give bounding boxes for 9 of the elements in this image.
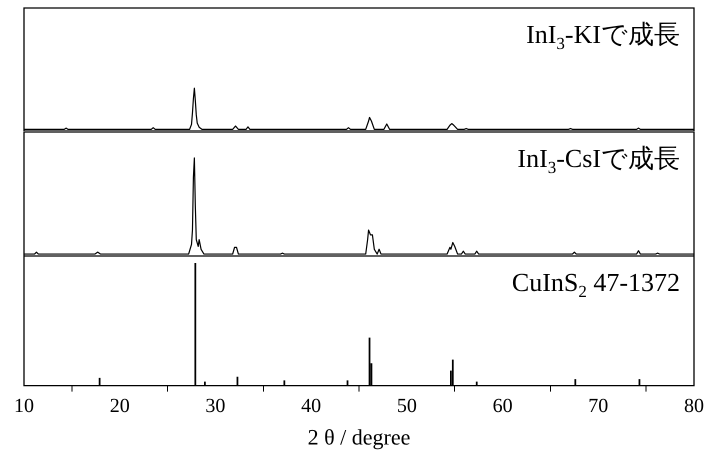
x-tick-label: 10 [14, 394, 34, 417]
x-tick-label: 40 [301, 394, 322, 417]
x-axis-title: 2 θ / degree [308, 424, 410, 450]
x-tick-label: 50 [396, 394, 417, 417]
x-tick-label: 80 [684, 394, 704, 417]
x-tick-label: 70 [588, 394, 608, 417]
x-tick-label: 60 [492, 394, 513, 417]
x-tick-label: 20 [110, 394, 130, 417]
x-tick-label: 30 [205, 394, 226, 417]
